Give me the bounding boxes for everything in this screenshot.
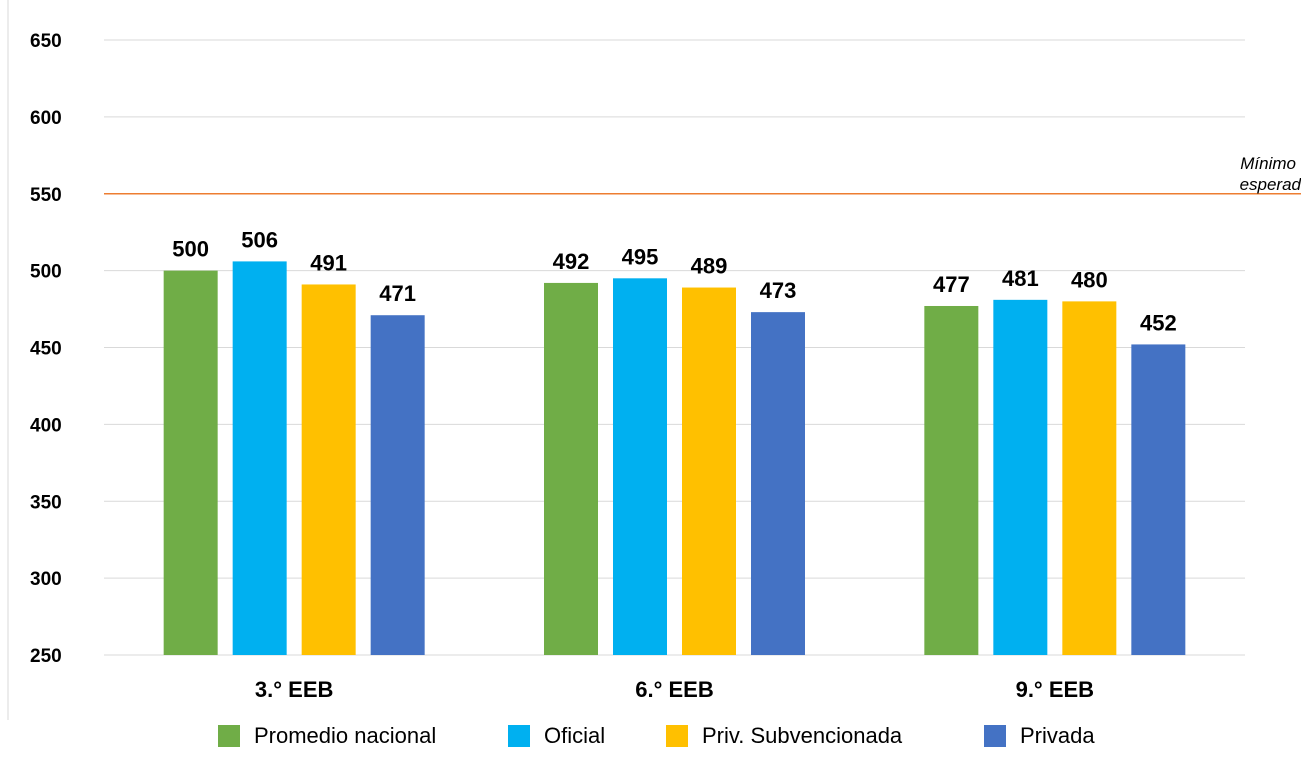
y-tick-label: 350 [30, 492, 62, 513]
bar [232, 261, 287, 655]
bar [370, 315, 425, 655]
data-label: 489 [691, 254, 728, 279]
legend-item-oficial: Oficial [508, 720, 605, 752]
reference-label-line1: Mínimo [1240, 154, 1296, 173]
legend-swatch-oficial [508, 725, 530, 747]
data-label: 492 [553, 249, 590, 274]
category-label: 9.° EEB [1016, 677, 1095, 702]
bar [1062, 301, 1117, 655]
y-tick-label: 500 [30, 262, 62, 283]
bar [1131, 344, 1186, 655]
legend-label-priv-subvencionada: Priv. Subvencionada [702, 723, 903, 748]
bar [163, 270, 218, 655]
bar [751, 312, 805, 655]
y-tick-label: 250 [30, 646, 62, 667]
legend-swatch-privada [984, 725, 1006, 747]
legend-item-privada: Privada [984, 720, 1095, 752]
legend-label-privada: Privada [1020, 723, 1095, 748]
bar [993, 299, 1048, 655]
data-label: 506 [241, 227, 278, 252]
category-label: 6.° EEB [635, 677, 714, 702]
legend-label-promedio-nacional: Promedio nacional [254, 723, 437, 748]
y-tick-label: 600 [30, 108, 62, 129]
legend-item-priv-subvencionada: Priv. Subvencionada [666, 720, 902, 752]
data-label: 477 [933, 272, 970, 297]
data-label: 495 [622, 244, 659, 269]
y-tick-label: 300 [30, 569, 62, 590]
reference-label-line2: esperad [1240, 175, 1301, 194]
bar-chart: 650 600 550 500 450 400 350 300 250 500 506 491 471 3… [7, 0, 1301, 720]
legend-swatch-priv-subvencionada [666, 725, 688, 747]
bar [301, 284, 356, 655]
y-tick-label: 650 [30, 31, 62, 52]
data-label: 471 [379, 281, 416, 306]
data-label: 473 [760, 278, 797, 303]
y-tick-label: 550 [30, 185, 62, 206]
bar [924, 305, 979, 655]
legend: Promedio nacional Oficial Priv. Subvenci… [0, 720, 1301, 752]
y-tick-label: 450 [30, 339, 62, 360]
data-label: 481 [1002, 266, 1039, 291]
data-label: 480 [1071, 267, 1108, 292]
legend-item-promedio-nacional: Promedio nacional [218, 720, 436, 752]
legend-label-oficial: Oficial [544, 723, 606, 748]
legend-swatch-promedio-nacional [218, 725, 240, 747]
bar [682, 287, 736, 655]
bar [544, 282, 598, 655]
bar [613, 278, 667, 655]
y-tick-label: 400 [30, 415, 62, 436]
data-label: 491 [310, 250, 347, 275]
data-label: 500 [172, 237, 209, 262]
category-label: 3.° EEB [255, 677, 334, 702]
data-label: 452 [1140, 310, 1177, 335]
